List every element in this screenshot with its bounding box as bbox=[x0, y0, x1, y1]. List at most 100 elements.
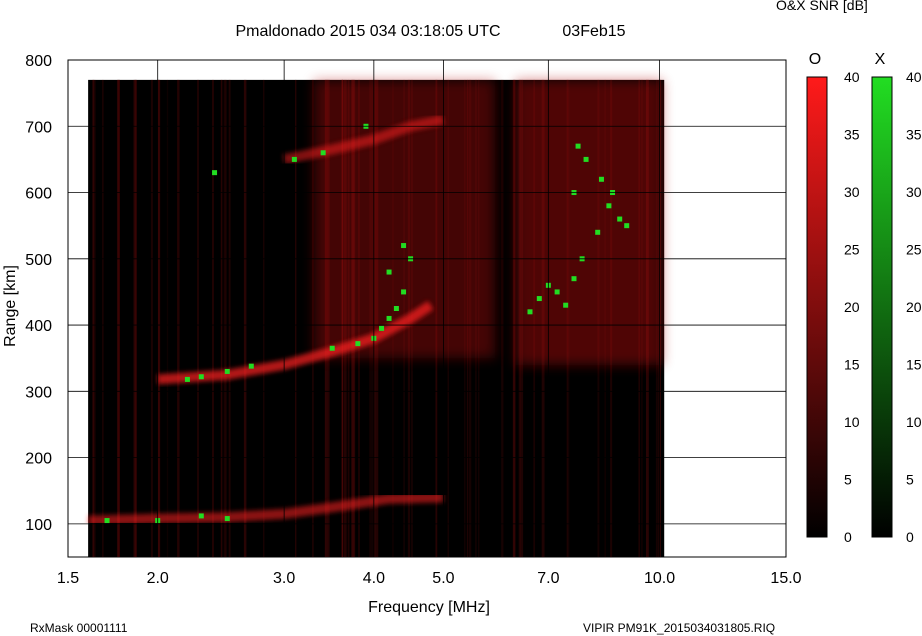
o-colorbar bbox=[806, 76, 828, 538]
chart-title: Pmaldonado 2015 034 03:18:05 UTC bbox=[235, 23, 500, 40]
x-axis-ticks: 1.5 2.0 3.0 4.0 5.0 7.0 10.0 15.0 bbox=[57, 570, 802, 587]
noise-streak bbox=[92, 79, 94, 557]
y-tick-label: 600 bbox=[25, 186, 52, 203]
noise-streak bbox=[157, 79, 161, 557]
noise-streak bbox=[228, 79, 231, 557]
x-point bbox=[624, 223, 630, 229]
noise-streak bbox=[512, 79, 515, 557]
x-tick-label: 10.0 bbox=[644, 570, 675, 587]
noise-streak bbox=[312, 79, 314, 557]
colorbar-tick-label: 0 bbox=[844, 529, 852, 545]
x-point bbox=[224, 368, 230, 374]
x-point bbox=[617, 216, 623, 222]
x-tick-label: 4.0 bbox=[363, 570, 385, 587]
x-point bbox=[527, 309, 533, 315]
x-point bbox=[401, 243, 407, 249]
x-point bbox=[379, 325, 385, 331]
x-point bbox=[401, 289, 407, 295]
noise-streak bbox=[116, 79, 120, 557]
x-point bbox=[536, 296, 542, 302]
colorbar-tick-label: 20 bbox=[844, 299, 860, 315]
noise-streak bbox=[224, 79, 227, 557]
noise-streak bbox=[243, 79, 247, 557]
noise-streak bbox=[263, 79, 265, 557]
snr-label: O&X SNR [dB] bbox=[776, 0, 868, 13]
x-point bbox=[571, 276, 577, 282]
x-point bbox=[386, 269, 392, 275]
noise-streak bbox=[177, 79, 180, 557]
x-point bbox=[184, 376, 190, 382]
rxmask-label: RxMask 00001111 bbox=[30, 621, 128, 635]
noise-streak bbox=[134, 79, 137, 557]
noise-streak bbox=[102, 79, 104, 557]
o-trace bbox=[157, 301, 434, 385]
noise-streak bbox=[135, 79, 138, 557]
y-tick-label: 200 bbox=[25, 451, 52, 468]
x-tick-label: 15.0 bbox=[770, 570, 801, 587]
noise-streak bbox=[157, 79, 160, 557]
colorbar-tick-label: 30 bbox=[906, 184, 922, 200]
x-tick-label: 2.0 bbox=[147, 570, 169, 587]
x-point bbox=[212, 170, 218, 176]
colorbar-tick-label: 15 bbox=[844, 357, 860, 373]
date-label: 03Feb15 bbox=[562, 23, 625, 40]
colorbar-tick-label: 30 bbox=[844, 184, 860, 200]
colorbar-tick-label: 35 bbox=[906, 127, 922, 143]
x-point bbox=[198, 374, 204, 380]
x-point bbox=[355, 341, 361, 347]
x-colorbar bbox=[871, 76, 893, 538]
colorbar-tick-label: 40 bbox=[844, 69, 860, 85]
colorbar-tick-label: 5 bbox=[906, 472, 914, 488]
y-tick-label: 300 bbox=[25, 384, 52, 401]
colorbar-tick-label: 0 bbox=[906, 529, 914, 545]
plot-area bbox=[87, 79, 665, 557]
x-point bbox=[575, 143, 581, 149]
x-point bbox=[248, 363, 254, 369]
o-colorbar-ticks: 0 5 10 15 20 25 30 35 40 bbox=[844, 69, 860, 545]
noise-streak bbox=[223, 79, 226, 557]
colorbar-tick-label: 10 bbox=[844, 414, 860, 430]
x-point bbox=[598, 176, 604, 182]
colorbar-tick-label: 10 bbox=[906, 414, 922, 430]
x-point bbox=[329, 345, 335, 351]
colorbar-tick-label: 5 bbox=[844, 472, 852, 488]
noise-streak bbox=[197, 79, 199, 557]
x-tick-label: 1.5 bbox=[57, 570, 79, 587]
noise-streak bbox=[295, 79, 297, 557]
x-tick-label: 5.0 bbox=[432, 570, 454, 587]
colorbar-tick-label: 25 bbox=[844, 242, 860, 258]
x-point bbox=[583, 156, 589, 162]
y-tick-label: 800 bbox=[25, 53, 52, 70]
noise-streak bbox=[501, 79, 504, 557]
noise-streak bbox=[212, 79, 214, 557]
noise-streak bbox=[117, 79, 120, 557]
noise-streak bbox=[92, 79, 96, 557]
x-point bbox=[606, 203, 612, 209]
x-point bbox=[563, 302, 569, 308]
grid-lines bbox=[68, 60, 786, 557]
x-point bbox=[386, 315, 392, 321]
x-colorbar-ticks: 0 5 10 15 20 25 30 35 40 bbox=[906, 69, 922, 545]
noise-streak bbox=[166, 79, 169, 557]
colorbar-tick-label: 25 bbox=[906, 242, 922, 258]
x-point bbox=[104, 518, 110, 524]
noise-streak bbox=[220, 79, 223, 557]
x-point bbox=[291, 156, 297, 162]
x-point bbox=[595, 229, 601, 235]
colorbar-tick-label: 40 bbox=[906, 69, 922, 85]
colorbar-tick-label: 15 bbox=[906, 357, 922, 373]
y-tick-label: 500 bbox=[25, 252, 52, 269]
x-point bbox=[554, 289, 560, 295]
noise-streak bbox=[135, 79, 137, 557]
noise-streak bbox=[150, 79, 153, 557]
noise-streak bbox=[133, 79, 137, 557]
o-region bbox=[515, 79, 663, 365]
x-point bbox=[224, 516, 230, 522]
noise-streak bbox=[513, 79, 516, 557]
x-point bbox=[198, 513, 204, 519]
x-point bbox=[320, 150, 326, 156]
y-axis-label: Range [km] bbox=[2, 265, 19, 347]
y-tick-label: 400 bbox=[25, 318, 52, 335]
x-tick-label: 3.0 bbox=[273, 570, 295, 587]
